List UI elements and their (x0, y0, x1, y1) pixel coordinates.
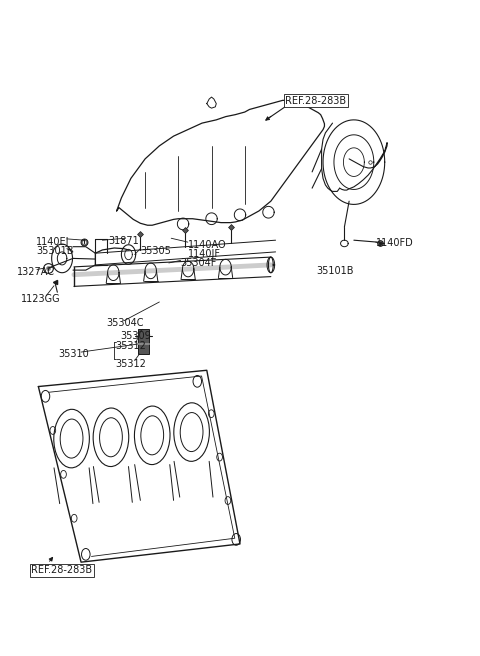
Text: 35301B: 35301B (36, 246, 73, 256)
Text: 1140EJ: 1140EJ (36, 237, 70, 247)
Text: 1140FD: 1140FD (376, 238, 413, 248)
Text: REF.28-283B: REF.28-283B (31, 565, 92, 575)
Text: 1140AO: 1140AO (188, 240, 227, 250)
Text: 35312: 35312 (116, 341, 146, 351)
Text: REF.28-283B: REF.28-283B (285, 96, 346, 106)
Text: 35309: 35309 (120, 331, 151, 341)
Text: 31871: 31871 (108, 236, 139, 245)
Text: 35304C: 35304C (106, 318, 144, 327)
Text: 35312: 35312 (116, 359, 146, 369)
Text: 35310: 35310 (59, 350, 89, 359)
Text: 35304F: 35304F (180, 258, 217, 268)
Text: 1327AC: 1327AC (17, 267, 55, 277)
Polygon shape (138, 329, 149, 354)
Text: 35101B: 35101B (316, 266, 353, 276)
Text: 35305: 35305 (140, 246, 171, 256)
Text: 1140JF: 1140JF (188, 249, 221, 258)
Text: 1123GG: 1123GG (21, 293, 60, 304)
